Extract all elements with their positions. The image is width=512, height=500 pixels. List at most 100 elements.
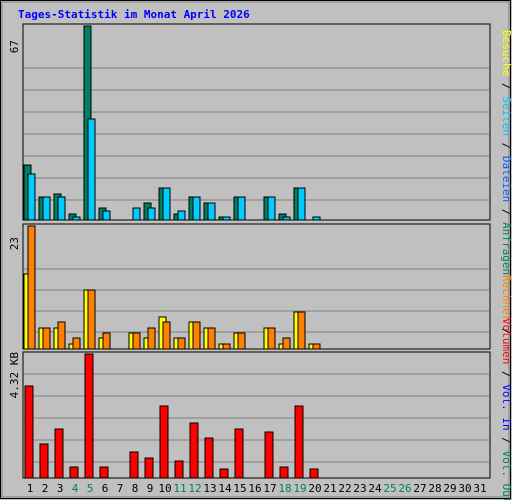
dateien-bar-day-1 [27, 173, 36, 221]
x-tick-day-3: 3 [57, 482, 64, 495]
dateien-bar-day-2 [42, 196, 51, 221]
x-tick-day-23: 23 [353, 482, 366, 495]
rechner-bar-day-6 [102, 332, 111, 350]
volumen-bar-day-1 [24, 385, 34, 479]
volumen-bar-day-20 [309, 468, 319, 479]
volumen-bar-day-11 [174, 460, 184, 479]
side-legend-part-3: / [500, 136, 512, 156]
volumen-bar-day-18 [279, 466, 289, 479]
side-legend-part-0: Besuche [500, 30, 512, 76]
x-tick-day-18: 18 [278, 482, 291, 495]
volumen-bar-day-5 [84, 353, 94, 479]
x-tick-day-20: 20 [308, 482, 321, 495]
x-tick-day-1: 1 [27, 482, 34, 495]
dateien-bar-day-18 [282, 216, 291, 221]
x-tick-day-29: 29 [443, 482, 456, 495]
x-tick-day-30: 30 [458, 482, 471, 495]
panel-frame-bottom [22, 351, 491, 479]
x-tick-day-25: 25 [383, 482, 396, 495]
side-legend-part-4: Vol. Out [500, 450, 512, 500]
x-tick-day-11: 11 [173, 482, 186, 495]
x-axis-day-labels: 1 2 3 4 5 6 7 8 9 10 11 12 13 14 15 16 17 18 19 20 21 22 23 24 2… [27, 482, 487, 495]
dateien-bar-day-13 [207, 202, 216, 221]
side-legend-part-0: Volumen [500, 318, 512, 364]
rechner-bar-day-20 [312, 343, 321, 350]
x-tick-day-9: 9 [147, 482, 154, 495]
x-tick-day-8: 8 [132, 482, 139, 495]
x-tick-day-4: 4 [72, 482, 79, 495]
x-tick-day-6: 6 [102, 482, 109, 495]
x-tick-day-10: 10 [158, 482, 171, 495]
volumen-bar-day-19 [294, 405, 304, 479]
dateien-bar-day-4 [72, 216, 81, 221]
rechner-bar-day-11 [177, 337, 186, 350]
x-tick-day-5: 5 [87, 482, 94, 495]
side-legend-middle: Rechner / [500, 275, 512, 335]
dateien-bar-day-17 [267, 196, 276, 221]
side-legend-part-6: Anfragen [500, 222, 512, 275]
top-panel-ymax-label: 67 [8, 40, 21, 53]
rechner-bar-day-18 [282, 337, 291, 350]
volumen-bar-day-3 [54, 428, 64, 479]
x-tick-day-27: 27 [413, 482, 426, 495]
side-legend-part-0: Rechner [500, 275, 512, 322]
rechner-bar-day-5 [87, 289, 96, 350]
x-tick-day-26: 26 [398, 482, 411, 495]
rechner-bar-day-12 [192, 321, 201, 350]
x-tick-day-28: 28 [428, 482, 441, 495]
dateien-bar-day-10 [162, 187, 171, 221]
bottom-panel-ymax-label: 4.32 KB [8, 352, 21, 399]
side-legend-top: Besuche / Seiten / Dateien / Anfragen [500, 30, 512, 275]
dateien-bar-day-6 [102, 210, 111, 221]
rechner-bar-day-8 [132, 332, 141, 350]
x-tick-day-2: 2 [42, 482, 49, 495]
volumen-bar-day-15 [234, 428, 244, 479]
chart-title: Tages-Statistik im Monat April 2026 [18, 8, 250, 21]
x-tick-day-19: 19 [293, 482, 306, 495]
dateien-bar-day-8 [132, 207, 141, 221]
volumen-bar-day-14 [219, 468, 229, 479]
x-tick-day-24: 24 [368, 482, 382, 495]
x-tick-day-14: 14 [218, 482, 232, 495]
x-tick-day-15: 15 [233, 482, 246, 495]
rechner-bar-day-10 [162, 321, 171, 350]
middle-panel-ymax-label: 23 [8, 237, 21, 250]
side-legend-part-3: / [500, 431, 512, 451]
dateien-bar-day-15 [237, 196, 246, 221]
volumen-bar-day-13 [204, 437, 214, 479]
side-legend-part-1: / [500, 76, 512, 96]
chart-bars [23, 25, 321, 479]
volumen-bar-day-4 [69, 466, 79, 479]
rechner-bar-day-2 [42, 327, 51, 350]
side-legend-part-5: / [500, 202, 512, 222]
rechner-bar-day-1 [27, 225, 36, 350]
side-legend-part-1: / [500, 364, 512, 384]
volumen-bar-day-8 [129, 451, 139, 479]
rechner-bar-day-19 [297, 311, 306, 350]
panel-frame-top [22, 23, 491, 221]
chart-panels [22, 23, 491, 479]
x-tick-day-31: 31 [473, 482, 486, 495]
rechner-bar-day-3 [57, 321, 66, 350]
volumen-bar-day-12 [189, 422, 199, 479]
rechner-bar-day-15 [237, 332, 246, 350]
panel-frame-middle [22, 223, 491, 350]
x-tick-day-21: 21 [323, 482, 336, 495]
volumen-bar-day-6 [99, 466, 109, 479]
volumen-bar-day-9 [144, 457, 154, 479]
dateien-bar-day-12 [192, 196, 201, 221]
dateien-bar-day-19 [297, 187, 306, 221]
x-tick-day-17: 17 [263, 482, 276, 495]
rechner-bar-day-14 [222, 343, 231, 350]
rechner-bar-day-4 [72, 337, 81, 350]
volumen-bar-day-17 [264, 431, 274, 479]
dateien-bar-day-5 [87, 118, 96, 221]
rechner-bar-day-17 [267, 327, 276, 350]
side-legend-part-1: / [500, 321, 512, 334]
x-tick-day-22: 22 [338, 482, 351, 495]
side-legend-part-2: Seiten [500, 96, 512, 136]
x-tick-day-16: 16 [248, 482, 261, 495]
